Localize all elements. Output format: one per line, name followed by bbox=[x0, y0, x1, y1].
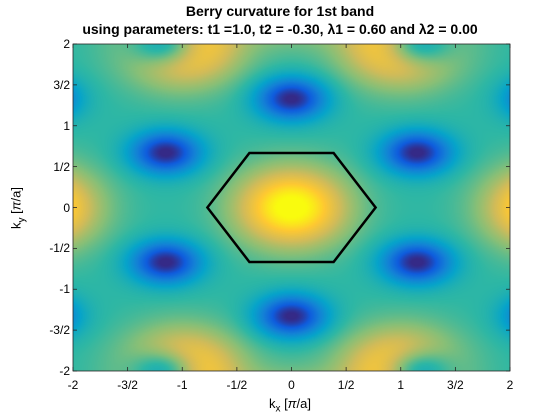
y-tick-label: -1/2 bbox=[49, 241, 70, 255]
brillouin-zone-hexagon bbox=[207, 153, 375, 262]
x-axis-label: kx [π/a] bbox=[269, 396, 311, 415]
y-axis-label: ky [π/a] bbox=[9, 187, 28, 229]
brillouin-zone-outline bbox=[207, 153, 375, 262]
x-tick-label: -2 bbox=[68, 378, 79, 392]
y-tick-label: 0 bbox=[63, 201, 70, 215]
x-tick-label: -1 bbox=[177, 378, 188, 392]
x-tick-label: 3/2 bbox=[447, 378, 464, 392]
x-tick-label: 2 bbox=[507, 378, 514, 392]
y-tick-label: 3/2 bbox=[53, 78, 70, 92]
x-tick-label: -1/2 bbox=[227, 378, 248, 392]
y-tick-label: 1/2 bbox=[53, 160, 70, 174]
x-tick-label: 0 bbox=[288, 378, 295, 392]
axes-box bbox=[73, 44, 510, 371]
y-tick-label: -2 bbox=[59, 364, 70, 378]
y-tick-label: 1 bbox=[63, 119, 70, 133]
y-tick-label: -3/2 bbox=[49, 323, 70, 337]
y-tick-label: -1 bbox=[59, 282, 70, 296]
x-tick-label: 1 bbox=[397, 378, 404, 392]
tick-marks bbox=[73, 44, 510, 371]
x-tick-label: 1/2 bbox=[338, 378, 355, 392]
x-tick-label: -3/2 bbox=[117, 378, 138, 392]
y-tick-label: 2 bbox=[63, 37, 70, 51]
